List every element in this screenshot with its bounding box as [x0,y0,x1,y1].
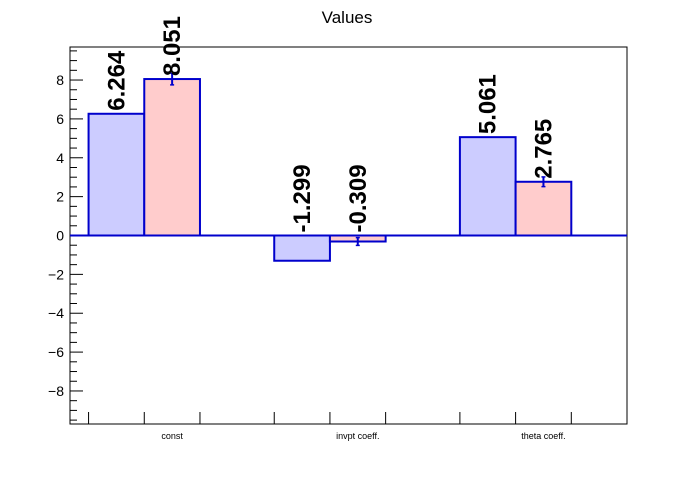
bar-value-label: -1.299 [289,164,316,232]
y-tick-label: −6 [48,344,64,360]
y-tick-label: 8 [56,72,64,88]
error-bar-group [170,72,546,247]
x-category-label: invpt coeff. [336,431,379,441]
bar [514,180,573,237]
bar [273,234,331,262]
bar-value-label: 5.061 [475,74,502,134]
y-tick-label: −4 [48,305,64,321]
x-category-label: const [161,431,183,441]
x-category-label: theta coeff. [521,431,565,441]
y-axis: −8 −6 −4 −2 0 2 4 6 8 [48,50,83,421]
chart-title: Values [322,8,373,27]
bar-value-label: 6.264 [103,50,130,111]
bar [458,136,517,237]
bar [143,78,201,237]
y-tick-label: 0 [56,228,64,244]
y-tick-label: −2 [48,266,64,282]
bar-value-label: 8.051 [159,16,186,76]
y-tick-label: 2 [56,189,64,205]
y-tick-label: 6 [56,111,64,127]
bar-value-label: 2.765 [530,119,557,179]
bar [87,112,146,237]
y-tick-label: −8 [48,383,64,399]
x-axis: const invpt coeff. theta coeff. [88,412,572,441]
y-tick-label: 4 [56,150,64,166]
bar-value-label: -0.309 [345,164,372,232]
value-label-group: 6.264 -1.299 5.061 8.051 -0.309 2.765 [103,16,557,233]
